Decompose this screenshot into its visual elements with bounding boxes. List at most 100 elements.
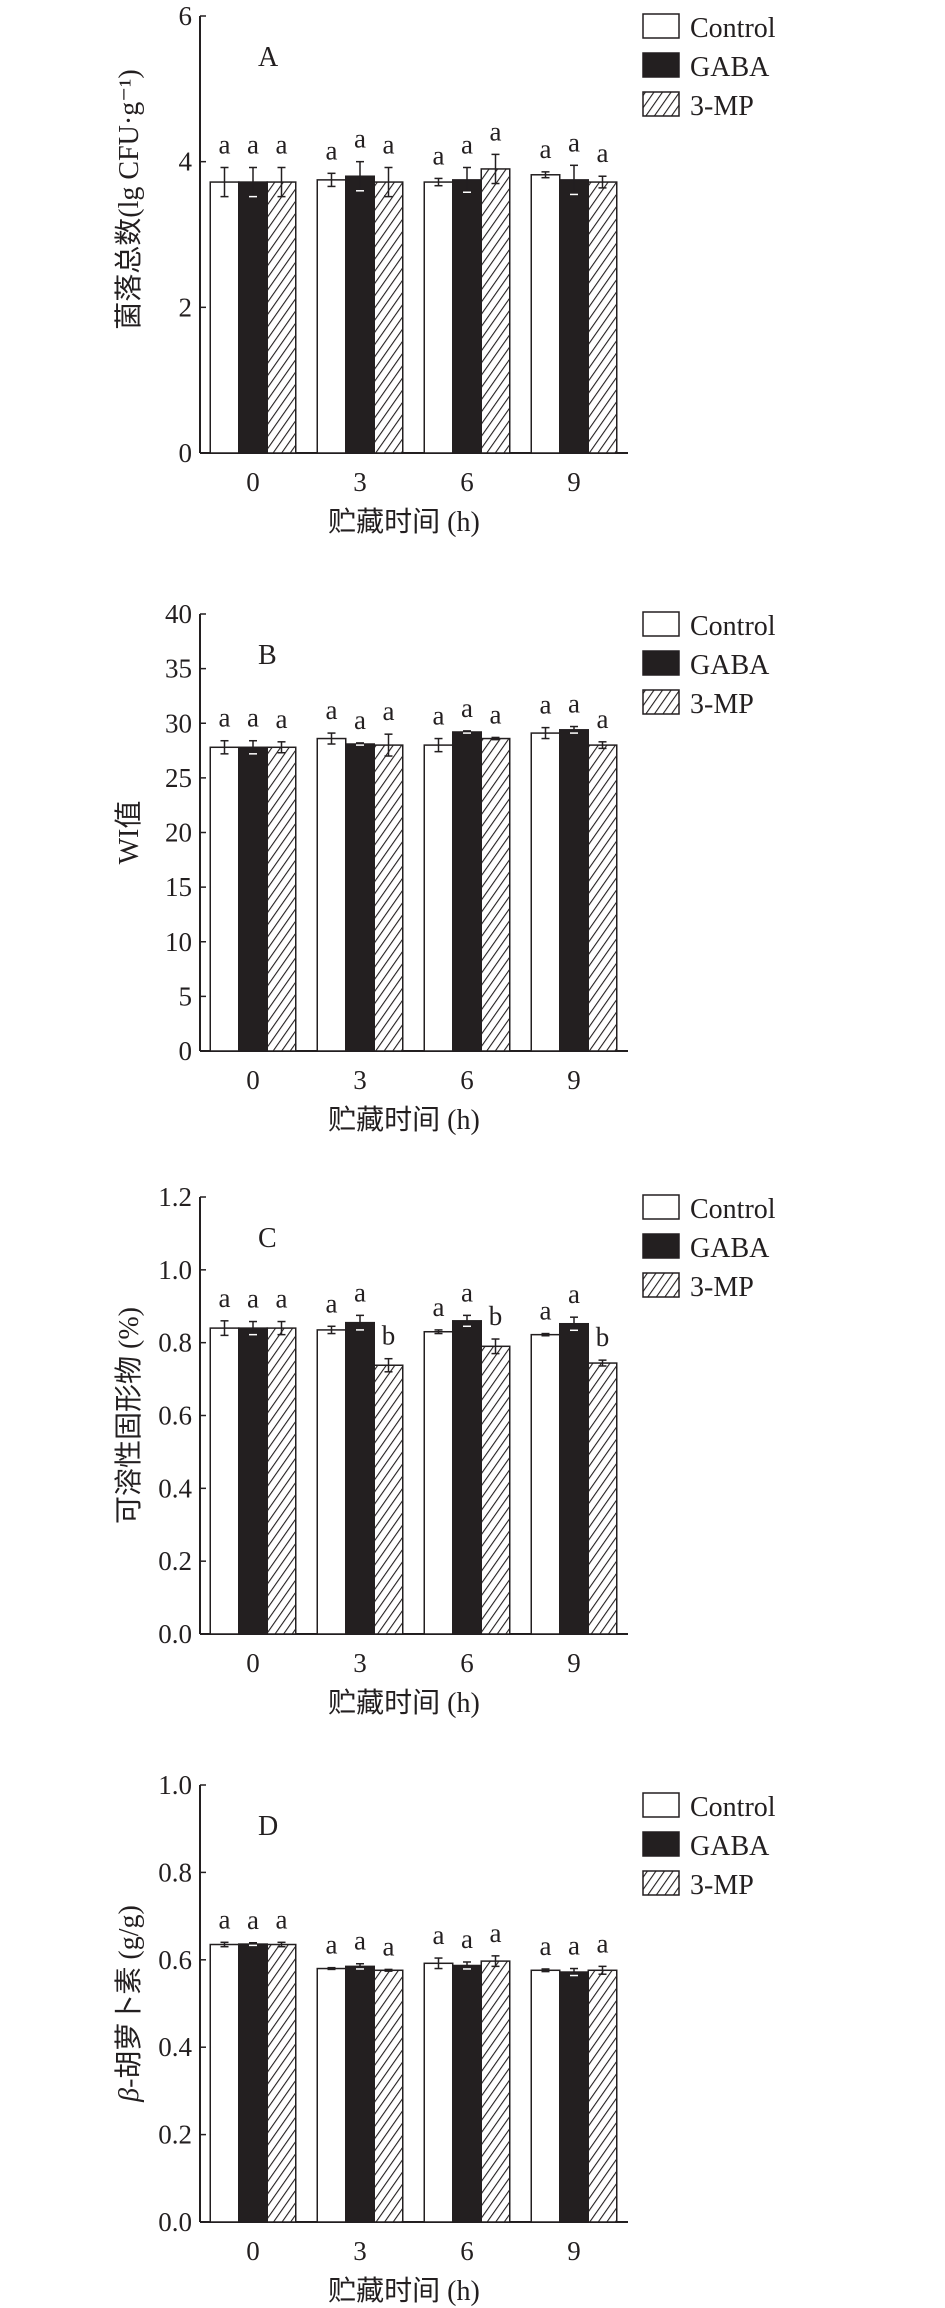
y-axis-label-text: WI值 xyxy=(113,801,145,865)
bar-3-mp-9 xyxy=(587,1362,618,1635)
bar-control-3 xyxy=(316,737,347,1052)
significance-letter: a xyxy=(276,129,288,159)
bar-control-9 xyxy=(530,732,561,1052)
significance-letter: a xyxy=(276,704,288,734)
x-tick-label: 3 xyxy=(353,2236,367,2266)
legend-swatch-gaba xyxy=(642,1831,680,1857)
bar-gaba-0 xyxy=(238,181,268,454)
bar-3-mp-0 xyxy=(266,1943,297,2223)
y-tick-label: 2 xyxy=(179,292,193,322)
x-tick-label: 6 xyxy=(460,1648,474,1678)
x-tick-label: 0 xyxy=(246,467,260,497)
bar-gaba-9 xyxy=(559,1971,589,2223)
x-axis-label: 贮藏时间 (h) xyxy=(328,1687,480,1719)
legend-swatch-3-mp xyxy=(642,689,680,715)
bar-gaba-3 xyxy=(345,743,375,1052)
significance-letter: a xyxy=(597,138,609,168)
bar-control-3 xyxy=(316,179,347,454)
y-tick-label: 15 xyxy=(165,872,192,902)
legend-label: 3-MP xyxy=(690,689,754,720)
bar-3-mp-3 xyxy=(373,1969,404,2223)
legend-swatch-gaba xyxy=(642,52,680,78)
x-tick-label: 0 xyxy=(246,2236,260,2266)
legend-label: Control xyxy=(690,611,776,642)
bar-control-0 xyxy=(209,1327,240,1635)
bar-control-9 xyxy=(530,1969,561,2223)
x-tick-label: 9 xyxy=(567,467,581,497)
bar-gaba-9 xyxy=(559,179,589,454)
y-tick-label: 35 xyxy=(165,654,192,684)
significance-letter: a xyxy=(540,134,552,164)
legend-label: 3-MP xyxy=(690,91,754,122)
significance-letter: a xyxy=(540,690,552,720)
significance-letter: a xyxy=(490,116,502,146)
significance-letter: a xyxy=(383,1931,395,1961)
significance-letter: a xyxy=(568,127,580,157)
y-tick-label: 0 xyxy=(179,1036,193,1066)
legend-swatch-gaba xyxy=(642,1233,680,1259)
y-tick-label: 0.6 xyxy=(158,1401,192,1431)
y-tick-label: 0.4 xyxy=(158,2032,192,2062)
bar-control-6 xyxy=(423,181,454,454)
significance-letter: a xyxy=(383,129,395,159)
bar-3-mp-9 xyxy=(587,744,618,1052)
significance-letter: a xyxy=(597,704,609,734)
x-tick-label: 9 xyxy=(567,2236,581,2266)
significance-letter: a xyxy=(568,1931,580,1961)
bar-gaba-6 xyxy=(452,731,482,1052)
bar-control-6 xyxy=(423,744,454,1052)
legend-swatch-3-mp xyxy=(642,1870,680,1896)
panel-label: D xyxy=(258,1811,278,1842)
legend-label: GABA xyxy=(690,52,770,83)
legend-label: GABA xyxy=(690,1233,770,1264)
y-tick-label: 5 xyxy=(179,981,193,1011)
significance-letter: a xyxy=(354,705,366,735)
bar-gaba-0 xyxy=(238,746,268,1052)
bar-3-mp-3 xyxy=(373,181,404,454)
significance-letter: a xyxy=(219,1283,231,1313)
legend-label: Control xyxy=(690,13,776,44)
y-tick-label: 0.8 xyxy=(158,1857,192,1887)
panel-label: B xyxy=(258,640,277,671)
y-tick-label: 1.2 xyxy=(158,1182,192,1212)
bar-3-mp-0 xyxy=(266,746,297,1052)
chart-panel-B: 0 5 10 15 20 25 30 35 40 0 3 6 9 贮藏时间 (h) WI值 B Control G… xyxy=(113,599,776,1136)
y-axis-label-symbol: β xyxy=(114,2088,145,2103)
y-axis-label: 菌落总数(lg CFU·g⁻¹) xyxy=(113,69,145,329)
bar-control-0 xyxy=(209,1943,240,2223)
y-tick-label: 4 xyxy=(179,147,193,177)
significance-letter: a xyxy=(461,1924,473,1954)
x-axis-label: 贮藏时间 (h) xyxy=(328,506,480,538)
y-tick-label: 20 xyxy=(165,818,192,848)
significance-letter: b xyxy=(489,1301,503,1331)
significance-letter: a xyxy=(247,1905,259,1935)
legend-label: 3-MP xyxy=(690,1272,754,1303)
bar-3-mp-0 xyxy=(266,181,297,454)
bar-3-mp-3 xyxy=(373,1364,404,1635)
legend-label: 3-MP xyxy=(690,1870,754,1901)
significance-letter: a xyxy=(461,1277,473,1307)
legend-swatch-3-mp xyxy=(642,91,680,117)
legend-swatch-3-mp xyxy=(642,1272,680,1298)
significance-letter: a xyxy=(276,1284,288,1314)
x-axis-label: 贮藏时间 (h) xyxy=(328,1104,480,1136)
bar-gaba-6 xyxy=(452,1320,482,1635)
significance-letter: a xyxy=(354,124,366,154)
y-axis-label-text: 菌落总数(lg CFU·g⁻¹) xyxy=(113,69,145,329)
bar-3-mp-0 xyxy=(266,1327,297,1635)
legend-swatch-control xyxy=(642,1194,680,1220)
significance-letter: a xyxy=(383,696,395,726)
significance-letter: a xyxy=(461,693,473,723)
bar-3-mp-6 xyxy=(480,1960,511,2223)
bar-gaba-6 xyxy=(452,179,482,454)
significance-letter: a xyxy=(326,1288,338,1318)
bar-gaba-3 xyxy=(345,1965,375,2223)
panel-label: C xyxy=(258,1223,277,1254)
bar-3-mp-9 xyxy=(587,181,618,454)
bar-3-mp-9 xyxy=(587,1969,618,2223)
y-tick-label: 0.8 xyxy=(158,1328,192,1358)
bar-control-9 xyxy=(530,1333,561,1635)
x-tick-label: 0 xyxy=(246,1648,260,1678)
significance-letter: a xyxy=(219,129,231,159)
x-tick-label: 9 xyxy=(567,1065,581,1095)
